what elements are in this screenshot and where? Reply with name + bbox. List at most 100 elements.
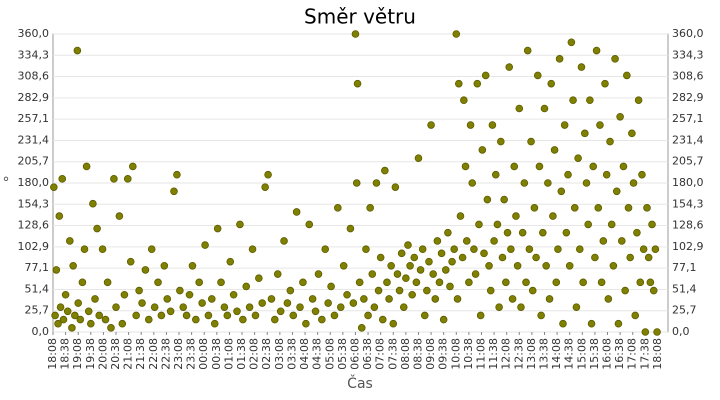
x-tick-label: 20:08 <box>96 338 109 370</box>
point <box>599 237 608 245</box>
point <box>372 179 381 187</box>
y-tick-label: 231,4 <box>18 133 50 146</box>
point <box>565 261 574 270</box>
x-tick-label: 17:08 <box>626 338 639 370</box>
point <box>387 261 395 270</box>
point <box>626 253 634 262</box>
point <box>577 63 586 71</box>
point <box>602 170 611 179</box>
point <box>406 261 414 270</box>
point <box>606 137 614 146</box>
point <box>276 307 285 316</box>
point <box>292 208 301 216</box>
point <box>493 220 502 229</box>
point <box>366 204 374 212</box>
point <box>173 170 181 179</box>
x-tick-label: 03:38 <box>285 338 298 370</box>
y-tick-label: 51,4 <box>25 282 50 295</box>
point <box>115 212 124 220</box>
point <box>478 146 487 154</box>
point <box>217 278 225 287</box>
point <box>233 307 241 316</box>
point <box>575 245 584 254</box>
point <box>466 121 475 129</box>
x-tick-label: 18:08 <box>46 338 59 370</box>
point <box>456 212 465 220</box>
point <box>458 253 467 262</box>
point <box>353 79 362 88</box>
point <box>61 290 70 299</box>
y2-tick-label: 282,9 <box>672 91 704 104</box>
point <box>129 162 137 171</box>
y-tick-label: 360,0 <box>18 27 50 40</box>
x-tick-label: 21:08 <box>122 338 135 370</box>
point <box>643 204 651 212</box>
point <box>179 303 188 311</box>
point <box>586 96 594 105</box>
point <box>273 270 282 278</box>
point <box>182 311 191 320</box>
point <box>330 311 339 320</box>
x-tick-label: 23:08 <box>172 338 185 370</box>
point <box>476 311 485 320</box>
point <box>220 303 229 311</box>
point <box>144 315 153 324</box>
point <box>112 303 120 311</box>
point <box>628 129 636 138</box>
point <box>101 315 110 324</box>
y2-tick-label: 205,7 <box>672 155 704 168</box>
point <box>503 228 512 237</box>
point <box>166 307 175 316</box>
y2-tick-label: 257,1 <box>672 112 704 125</box>
point <box>132 311 140 320</box>
point <box>176 286 184 295</box>
point <box>91 295 99 303</box>
x-tick-label: 08:08 <box>399 338 412 370</box>
point <box>280 237 288 245</box>
point <box>80 245 89 254</box>
y2-tick-label: 334,3 <box>672 48 704 61</box>
point <box>560 121 569 129</box>
point <box>135 286 143 295</box>
x-tick-label: 09:38 <box>437 338 450 370</box>
point <box>349 299 358 307</box>
point <box>644 253 653 262</box>
point <box>58 175 67 183</box>
point <box>289 311 298 320</box>
point <box>431 295 440 303</box>
point <box>515 104 524 113</box>
point <box>107 324 115 332</box>
point <box>360 295 368 303</box>
y2-tick-label: 154,3 <box>672 197 704 210</box>
point <box>343 290 351 299</box>
point <box>550 146 559 154</box>
x-tick-label: 19:38 <box>84 338 97 370</box>
point <box>497 137 505 146</box>
point <box>63 307 72 316</box>
y-tick-label: 180,0 <box>18 176 50 189</box>
x-tick-label: 22:08 <box>147 338 160 370</box>
point <box>283 299 292 307</box>
point <box>414 154 423 162</box>
point <box>393 270 402 278</box>
point <box>513 261 522 270</box>
point <box>385 295 393 303</box>
point <box>537 311 545 320</box>
x-tick-label: 02:08 <box>248 338 261 370</box>
point <box>245 303 254 311</box>
y-tick-label: 257,1 <box>18 112 50 125</box>
point <box>50 183 58 191</box>
point <box>138 299 146 307</box>
x-tick-label: 00:08 <box>197 338 210 370</box>
point <box>54 319 62 328</box>
point <box>649 286 658 295</box>
point <box>103 278 112 287</box>
point <box>98 245 107 254</box>
point <box>480 249 488 258</box>
point <box>89 199 97 208</box>
point <box>614 319 623 328</box>
point <box>368 270 377 278</box>
y2-tick-label: 308,6 <box>672 70 704 83</box>
point <box>465 278 473 287</box>
point <box>547 79 556 88</box>
